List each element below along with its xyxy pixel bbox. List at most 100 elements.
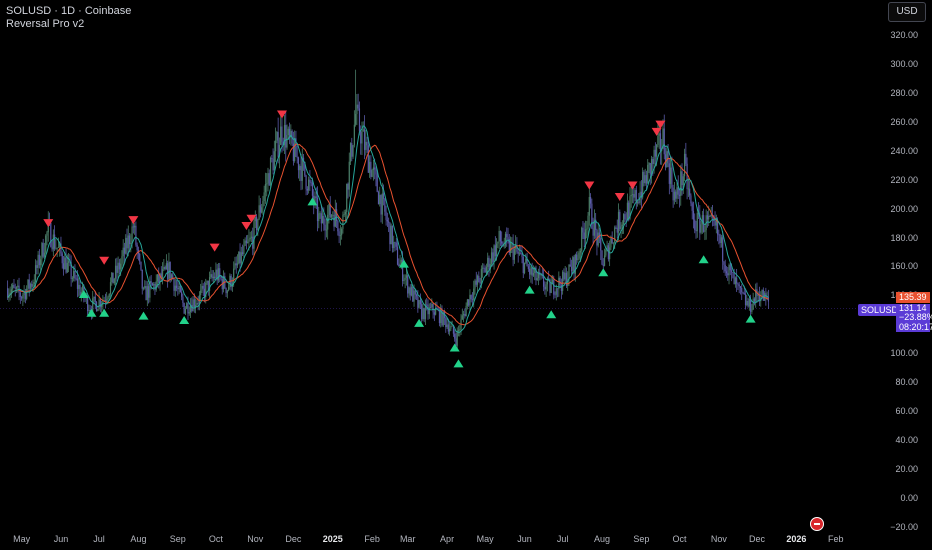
candle-body	[228, 287, 230, 291]
price-axis-label: 320.00	[890, 29, 918, 40]
candle-body	[720, 237, 723, 244]
candle-body	[158, 274, 160, 283]
candle-body	[564, 272, 566, 280]
candle-body	[464, 313, 466, 317]
candle-body	[755, 289, 757, 302]
candle-body	[370, 161, 372, 177]
candle-body	[126, 237, 128, 249]
currency-button[interactable]: USD	[888, 2, 926, 22]
candle-body	[570, 266, 573, 272]
candle-body	[620, 226, 622, 230]
candle-body	[153, 283, 155, 286]
candle-body	[117, 262, 119, 273]
candle-body	[376, 174, 378, 192]
candle-body	[616, 227, 618, 233]
candle-body	[372, 167, 375, 171]
symbol-title[interactable]: SOLUSD · 1D · Coinbase	[6, 5, 132, 17]
candle-body	[194, 304, 197, 308]
candle-body	[706, 215, 709, 220]
candle-body	[188, 312, 190, 314]
candle-body	[238, 251, 240, 264]
candle-body	[328, 204, 330, 215]
price-axis-label: 80.00	[895, 377, 918, 388]
candle-body	[42, 243, 44, 257]
candle-body	[662, 128, 664, 148]
candle-body	[108, 293, 110, 298]
candle-body	[398, 264, 400, 267]
candle-body	[417, 296, 419, 308]
buy-signal-marker	[138, 311, 149, 320]
candle-body	[549, 279, 551, 293]
candle-body	[753, 298, 756, 302]
candle-body	[484, 268, 486, 273]
event-flag-icon[interactable]	[810, 517, 824, 531]
candle-body	[478, 275, 480, 283]
candle-body	[582, 227, 584, 233]
time-axis-label: Jun	[53, 534, 69, 544]
candle-body	[454, 333, 456, 339]
candle-body	[155, 281, 157, 290]
time-axis-label: May	[13, 534, 31, 544]
candle-body	[261, 207, 263, 213]
time-axis-label: Jul	[556, 534, 569, 544]
candle-body	[226, 290, 228, 294]
candle-body	[122, 247, 124, 257]
candle-body	[361, 131, 363, 144]
candle-body	[499, 230, 502, 242]
candle-body	[292, 143, 294, 162]
candle-body	[212, 276, 214, 279]
candle-body	[725, 271, 728, 274]
candle-body	[624, 214, 626, 219]
candle-body	[739, 286, 742, 288]
candle-body	[396, 246, 399, 265]
candle-body	[168, 261, 170, 280]
buy-signal-marker	[86, 308, 97, 317]
candle-body	[523, 262, 526, 274]
candle-body	[423, 308, 425, 320]
candle-body	[410, 286, 413, 296]
candle-body	[371, 170, 373, 177]
candle-body	[669, 167, 672, 184]
candle-body	[600, 238, 602, 251]
candle-body	[626, 202, 629, 220]
candle-body	[517, 251, 519, 254]
candle-body	[509, 242, 512, 254]
indicator-label[interactable]: Reversal Pro v2	[6, 18, 85, 30]
candle-body	[319, 213, 321, 215]
candle-body	[125, 237, 127, 254]
candle-body	[750, 298, 752, 312]
candle-body	[758, 294, 761, 302]
buy-signal-marker	[78, 289, 89, 298]
candle-body	[327, 214, 329, 230]
candle-body	[761, 289, 763, 298]
candle-body	[311, 182, 314, 196]
candle-body	[572, 257, 574, 272]
candle-body	[656, 144, 658, 157]
candle-body	[493, 245, 495, 262]
candle-body	[638, 201, 640, 203]
candle-body	[757, 294, 759, 296]
candle-body	[15, 287, 18, 289]
candle-body	[542, 276, 545, 287]
candle-body	[714, 220, 716, 226]
candle-body	[186, 303, 188, 309]
candle-body	[577, 258, 579, 261]
candle-body	[79, 284, 81, 296]
candle-body	[719, 234, 721, 244]
buy-signal-marker	[179, 316, 190, 325]
candle-body	[111, 272, 113, 283]
candle-body	[724, 264, 726, 272]
candle-body	[428, 307, 430, 315]
candle-body	[321, 215, 324, 224]
candle-body	[365, 141, 367, 150]
sell-signal-marker	[43, 219, 54, 228]
candle-body	[508, 239, 510, 254]
candle-body	[360, 131, 362, 144]
candle-body	[525, 258, 527, 263]
buy-signal-marker	[745, 314, 756, 323]
candle-body	[623, 214, 625, 225]
candle-body	[165, 263, 167, 270]
candle-body	[106, 299, 108, 301]
sell-signal-marker	[209, 243, 220, 252]
